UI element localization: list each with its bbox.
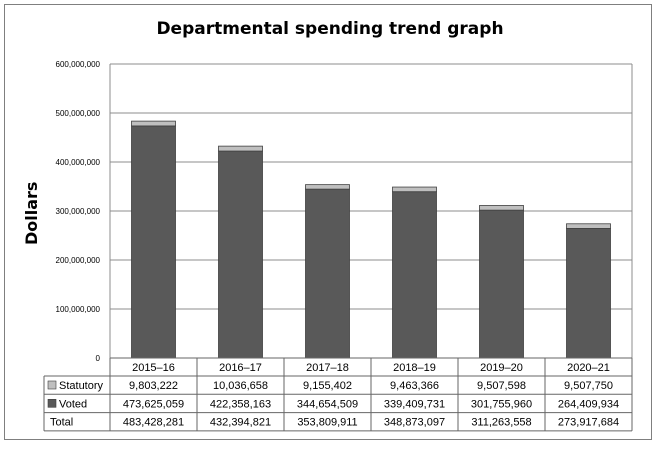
y-tick-label: 600,000,000 [56, 60, 101, 69]
bar-voted-4 [479, 209, 524, 359]
bar-statutory-2 [305, 184, 350, 190]
legend-label-voted: Voted [59, 398, 87, 410]
data-label-total: 483,428,281 [123, 417, 184, 429]
y-tick-label: 100,000,000 [56, 305, 101, 314]
data-label-voted: 264,409,934 [558, 398, 619, 410]
data-label-total: 311,263,558 [471, 417, 531, 429]
y-tick-label: 300,000,000 [56, 207, 101, 216]
data-label-statutory: 9,507,750 [564, 380, 613, 392]
data-label-statutory: 9,803,222 [129, 380, 178, 392]
data-label-voted: 422,358,163 [210, 398, 271, 410]
bar-voted-3 [392, 191, 437, 359]
bar-voted-5 [566, 228, 611, 359]
data-label-statutory: 9,155,402 [303, 380, 352, 392]
x-tick-label: 2016–17 [219, 362, 262, 374]
data-label-voted: 473,625,059 [123, 398, 184, 410]
legend-label-statutory: Statutory [59, 380, 104, 392]
data-label-statutory: 9,463,366 [390, 380, 439, 392]
y-tick-label: 200,000,000 [56, 256, 101, 265]
x-tick-label: 2015–16 [132, 362, 175, 374]
chart-title: Departmental spending trend graph [156, 19, 504, 39]
data-label-voted: 344,654,509 [297, 398, 358, 410]
data-label-statutory: 9,507,598 [477, 380, 526, 392]
data-label-total: 353,809,911 [297, 417, 357, 429]
y-tick-label: 0 [96, 354, 101, 363]
x-tick-label: 2020–21 [567, 362, 610, 374]
bar-statutory-5 [566, 223, 611, 229]
bar-statutory-3 [392, 186, 437, 193]
x-tick-label: 2019–20 [480, 362, 523, 374]
data-label-total: 432,394,821 [210, 417, 271, 429]
data-label-total: 348,873,097 [384, 417, 445, 429]
x-tick-label: 2017–18 [306, 362, 349, 374]
legend-swatch-statutory [47, 380, 57, 390]
legend-swatch-voted [47, 398, 57, 408]
table-row-label-total: Total [50, 417, 73, 429]
bar-voted-1 [218, 150, 263, 359]
bar-statutory-4 [479, 205, 524, 211]
y-tick-label: 500,000,000 [56, 109, 101, 118]
bar-statutory-1 [218, 145, 263, 152]
data-label-voted: 339,409,731 [384, 398, 445, 410]
y-tick-label: 400,000,000 [56, 158, 101, 167]
bar-voted-2 [305, 188, 350, 359]
bar-voted-0 [131, 125, 176, 359]
x-tick-label: 2018–19 [393, 362, 436, 374]
data-label-total: 273,917,684 [558, 417, 619, 429]
data-label-statutory: 10,036,658 [213, 380, 268, 392]
data-label-voted: 301,755,960 [471, 398, 532, 410]
bar-statutory-0 [131, 120, 176, 127]
